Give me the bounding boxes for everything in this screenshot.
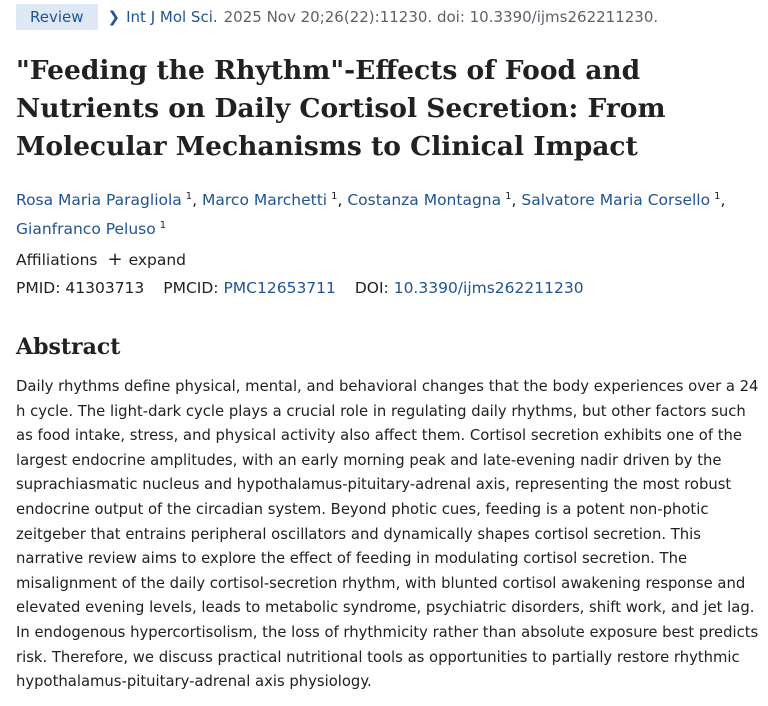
article-title: "Feeding the Rhythm"-Effects of Food and…	[16, 55, 666, 162]
affiliations-row: Affiliations + expand	[16, 249, 186, 271]
pmcid-link[interactable]: PMC12653711	[223, 279, 336, 297]
author-affiliation-ref[interactable]: 1	[505, 191, 512, 202]
citation-text: 2025 Nov 20;26(22):11230. doi: 10.3390/i…	[223, 8, 659, 26]
author-link[interactable]: Gianfranco Peluso	[16, 220, 156, 239]
author-link[interactable]: Marco Marchetti	[202, 191, 328, 210]
author-affiliation-ref[interactable]: 1	[331, 191, 338, 202]
author-link[interactable]: Salvatore Maria Corsello	[521, 191, 711, 210]
article-meta-row: Review ❯ Int J Mol Sci. 2025 Nov 20;26(2…	[16, 4, 658, 30]
abstract-heading: Abstract	[16, 334, 121, 360]
author-link[interactable]: Rosa Maria Paragliola	[16, 191, 182, 210]
plus-icon: +	[107, 249, 123, 270]
expand-label: expand	[128, 251, 186, 269]
identifiers-row: PMID: 41303713 PMCID: PMC12653711 DOI: 1…	[16, 277, 584, 299]
abstract-text: Daily rhythms define physical, mental, a…	[16, 378, 759, 691]
author-separator: ,	[511, 191, 522, 210]
doi-link[interactable]: 10.3390/ijms262211230	[393, 279, 584, 297]
author-affiliation-ref[interactable]: 1	[714, 191, 721, 202]
author-affiliation-ref[interactable]: 1	[185, 191, 193, 202]
author-separator: ,	[337, 191, 348, 210]
pmid-value: 41303713	[65, 279, 145, 297]
author-affiliation-ref[interactable]: 1	[159, 220, 167, 232]
chevron-right-icon[interactable]: ❯	[107, 8, 121, 26]
doi-label: DOI:	[354, 279, 389, 297]
authors-list: Rosa Maria Paragliola 1, Marco Marchetti 1…	[16, 184, 756, 242]
author-separator: ,	[192, 191, 203, 210]
affiliations-expand-button[interactable]: + expand	[107, 249, 186, 271]
affiliations-label: Affiliations	[16, 251, 98, 269]
author-link[interactable]: Costanza Montagna	[347, 191, 502, 210]
author-separator: ,	[720, 191, 726, 210]
pmid-label: PMID:	[16, 279, 61, 297]
article-type-badge: Review	[16, 4, 98, 30]
journal-link[interactable]: Int J Mol Sci.	[126, 8, 218, 26]
pmcid-label: PMCID:	[163, 279, 219, 297]
